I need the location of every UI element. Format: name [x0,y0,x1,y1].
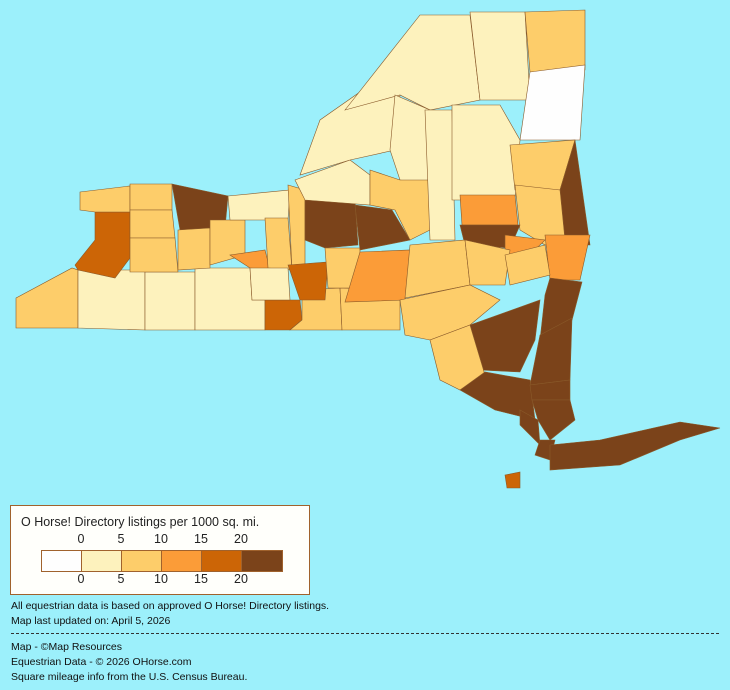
county-region[interactable] [79,185,131,213]
legend-bottom-label: 20 [234,572,248,586]
census-credit: Square mileage info from the U.S. Census… [11,671,248,683]
county-region[interactable] [227,189,291,221]
legend-bottom-label: 10 [154,572,168,586]
county-region[interactable] [544,234,591,281]
legend-top-label: 0 [77,532,85,546]
county-region[interactable] [74,211,131,279]
county-region[interactable] [304,199,359,249]
county-region[interactable] [344,14,481,111]
legend-top-label: 5 [117,532,125,546]
county-region[interactable] [504,244,551,286]
data-note: All equestrian data is based on approved… [11,600,330,612]
county-region[interactable] [129,209,176,239]
legend-swatch [242,551,282,571]
county-region[interactable] [524,9,586,73]
map-credit: Map - ©Map Resources [11,641,123,653]
county-region[interactable] [504,471,521,489]
legend-bottom-label: 15 [194,572,208,586]
legend-swatch [122,551,162,571]
legend-top-label: 10 [154,532,168,546]
legend-top-label: 20 [234,532,248,546]
county-region[interactable] [287,261,329,301]
legend-bottom-label: 0 [77,572,85,586]
county-region[interactable] [369,169,431,241]
new-york-county-map [15,9,721,489]
county-region[interactable] [519,64,586,141]
legend: O Horse! Directory listings per 1000 sq.… [10,505,310,595]
data-credit: Equestrian Data - © 2026 OHorse.com [11,656,192,668]
legend-swatch [162,551,202,571]
county-region[interactable] [264,217,293,271]
legend-swatch [42,551,82,571]
divider [11,633,719,634]
legend-top-label: 15 [194,532,208,546]
county-region[interactable] [144,271,196,331]
legend-color-scale [41,550,283,572]
county-region[interactable] [424,109,456,241]
county-region[interactable] [459,194,519,226]
county-region[interactable] [464,239,511,286]
county-region[interactable] [549,421,721,471]
legend-swatch [82,551,122,571]
county-region[interactable] [129,237,179,273]
county-region[interactable] [77,269,146,331]
legend-swatch [202,551,242,571]
county-region[interactable] [469,11,531,101]
county-region[interactable] [451,104,521,201]
county-region[interactable] [249,267,291,301]
county-region[interactable] [177,227,211,271]
legend-title: O Horse! Directory listings per 1000 sq.… [21,515,260,529]
legend-bottom-label: 5 [117,572,125,586]
county-region[interactable] [15,267,79,329]
update-date: Map last updated on: April 5, 2026 [11,615,171,627]
county-region[interactable] [129,183,173,211]
county-region[interactable] [531,399,576,441]
